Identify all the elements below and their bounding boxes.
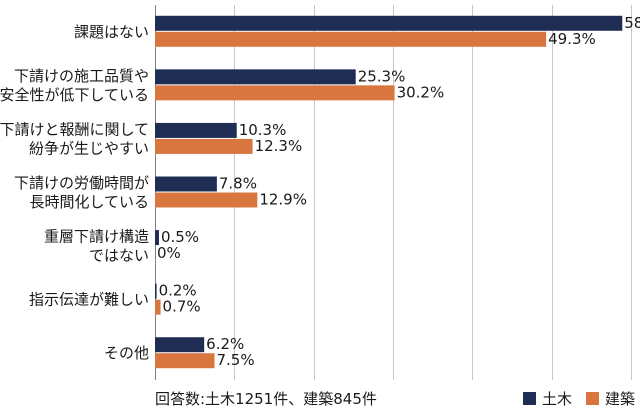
value-label: 7.5% <box>217 351 255 369</box>
category-label: 下請けの施工品質や <box>14 67 149 85</box>
bar-建築-3 <box>155 192 258 208</box>
value-label: 7.8% <box>219 175 257 193</box>
category-label: 下請けと報酬に関して <box>0 120 149 138</box>
respondent-count-note: 回答数:土木1251件、建築845件 <box>155 390 377 408</box>
bar-土木-0 <box>155 15 623 31</box>
legend: 土木 建築 <box>523 390 635 408</box>
category-label: 長時間化している <box>29 193 149 211</box>
bar-土木-2 <box>155 122 237 138</box>
category-label: ではない <box>89 247 149 265</box>
bars <box>155 15 623 369</box>
legend-swatch <box>523 392 536 405</box>
bar-建築-1 <box>155 85 395 101</box>
category-label: 重層下請け構造 <box>44 228 149 246</box>
bar-土木-3 <box>155 176 217 192</box>
value-label: 6.2% <box>206 335 244 353</box>
bar-建築-0 <box>155 31 547 47</box>
category-labels: 課題はない下請けの施工品質や安全性が低下している下請けと報酬に関して紛争が生じや… <box>0 23 149 362</box>
value-label: 30.2% <box>397 83 445 101</box>
bar-建築-6 <box>155 353 215 369</box>
value-label: 10.3% <box>239 121 287 139</box>
legend-swatch <box>586 392 599 405</box>
legend-label: 建築 <box>605 390 635 408</box>
value-label: 12.3% <box>255 137 303 155</box>
bar-建築-2 <box>155 138 253 154</box>
bar-土木-4 <box>155 230 159 246</box>
bar-土木-6 <box>155 337 205 353</box>
value-label: 0.2% <box>159 282 197 300</box>
category-label: 下請けの労働時間が <box>14 174 149 192</box>
value-label: 0% <box>157 244 181 262</box>
value-label: 0.7% <box>163 298 201 316</box>
bar-建築-5 <box>155 299 161 315</box>
value-label: 0.5% <box>161 228 199 246</box>
category-label: その他 <box>104 344 149 362</box>
value-labels: 58.9% 49.3% 25.3%30.2% 10.3%12.3% 7.8%12.9% 0… <box>157 14 640 369</box>
value-label: 49.3% <box>548 30 596 48</box>
category-label: 安全性が低下している <box>0 86 149 104</box>
legend-label: 土木 <box>542 390 572 408</box>
gridlines <box>155 5 632 380</box>
category-label: 課題はない <box>74 23 149 41</box>
value-label: 58.9% <box>624 14 640 32</box>
bar-土木-5 <box>155 283 157 299</box>
bar-土木-1 <box>155 69 356 85</box>
value-label: 25.3% <box>358 67 406 85</box>
category-label: 紛争が生じやすい <box>29 139 149 157</box>
category-label: 指示伝達が難しい <box>29 291 149 309</box>
value-label: 12.9% <box>259 191 307 209</box>
